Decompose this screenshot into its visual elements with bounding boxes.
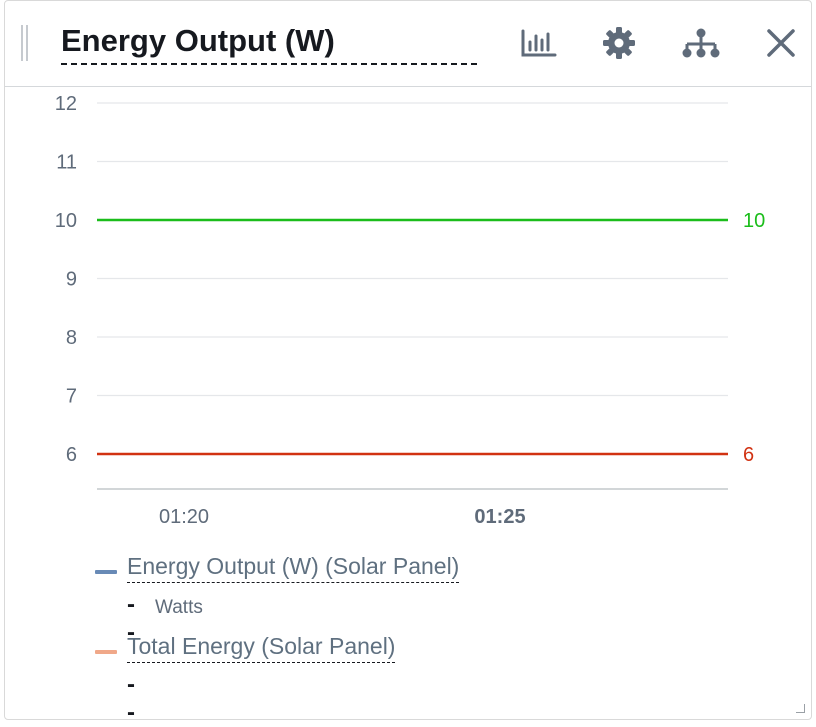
x-tick-label: 01:20: [159, 506, 209, 528]
bar-chart-icon[interactable]: [517, 21, 561, 65]
x-tick-label: 01:25: [474, 506, 525, 528]
legend-series-name[interactable]: Total Energy (Solar Panel): [127, 633, 396, 663]
legend-series-value: --: [127, 591, 135, 646]
hierarchy-icon[interactable]: [679, 21, 723, 65]
drag-handle[interactable]: [21, 25, 29, 61]
y-tick-label: 6: [66, 444, 77, 466]
y-tick-label: 12: [55, 93, 77, 115]
y-tick-label: 9: [66, 269, 77, 291]
legend-series-name[interactable]: Energy Output (W) (Solar Panel): [127, 553, 460, 583]
y-tick-label: 8: [66, 327, 77, 349]
legend-series-value: --: [127, 671, 135, 726]
legend-series-unit: Watts: [155, 597, 203, 618]
widget-title[interactable]: Energy Output (W): [61, 23, 477, 65]
close-icon[interactable]: [759, 21, 803, 65]
resize-handle[interactable]: [796, 704, 805, 713]
line-chart[interactable]: 12 11 10 9 8 7 6 01:20 01:25 10 6: [5, 87, 813, 537]
y-tick-label: 10: [55, 210, 77, 232]
threshold-label: 10: [743, 210, 765, 232]
y-tick-label: 7: [66, 386, 77, 408]
widget-panel: Energy Output (W): [4, 0, 813, 726]
threshold-label: 6: [743, 444, 754, 466]
legend-swatch: [95, 570, 117, 574]
gear-icon[interactable]: [597, 21, 641, 65]
chart-legend: Energy Output (W) (Solar Panel) -- Watts…: [5, 541, 813, 726]
y-tick-label: 11: [56, 152, 77, 174]
legend-swatch: [95, 650, 117, 654]
widget-header: Energy Output (W): [5, 1, 811, 87]
